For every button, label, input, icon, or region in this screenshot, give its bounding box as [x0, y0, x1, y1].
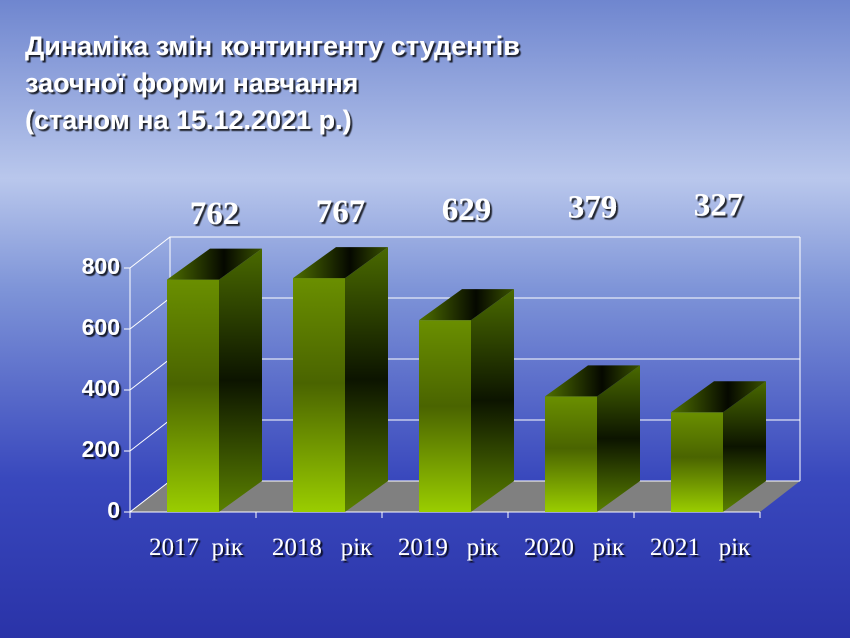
bar-front	[671, 412, 723, 512]
grid-line	[129, 236, 800, 269]
y-tick-label: 800	[82, 253, 120, 279]
bar-top	[167, 248, 262, 280]
x-tick-label: 2020 рік	[524, 534, 625, 561]
x-tick-label: 2021 рік	[650, 534, 751, 561]
chart-title: заочної форми навчання	[25, 68, 358, 98]
chart: Динаміка змін контингенту студентів заочн…	[25, 31, 801, 561]
bar-side	[471, 289, 514, 512]
chart-title: (станом на 15.12.2021 р.)	[25, 105, 352, 135]
bar-front	[545, 396, 597, 512]
bar-side	[345, 247, 388, 512]
value-label: 327	[694, 188, 744, 224]
bar-side	[723, 381, 766, 512]
bar-top	[293, 247, 388, 279]
value-label: 379	[568, 190, 618, 226]
y-tick-label: 200	[82, 436, 120, 462]
bar-front	[419, 320, 471, 512]
value-label: 762	[190, 196, 240, 232]
value-label: 629	[442, 192, 492, 228]
y-tick-label: 400	[82, 375, 120, 401]
bar-front	[167, 279, 219, 512]
value-label: 767	[316, 194, 366, 230]
bar-side	[219, 248, 262, 512]
y-tick-label: 0	[107, 497, 120, 523]
bar-side	[597, 365, 640, 512]
x-tick-label: 2018 рік	[272, 534, 373, 561]
y-tick-label: 600	[82, 314, 120, 340]
bar-front	[293, 278, 345, 512]
chart-title: Динаміка змін контингенту студентів	[25, 31, 520, 61]
bar-top	[545, 365, 640, 397]
bar-top	[671, 381, 766, 413]
bar-top	[419, 289, 514, 321]
x-tick-label: 2017 рік	[149, 534, 244, 561]
x-tick-label: 2019 рік	[398, 534, 499, 561]
